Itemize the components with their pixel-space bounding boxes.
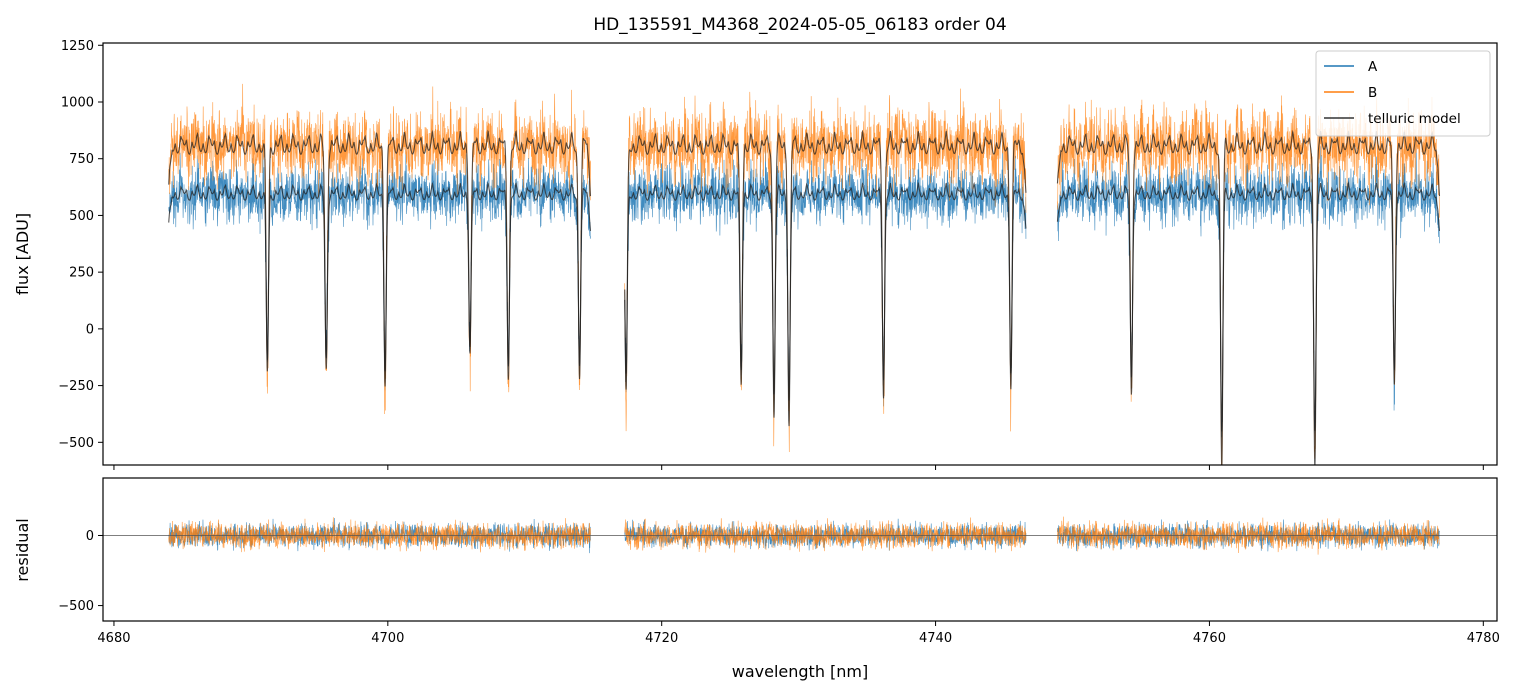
telluric-model-a-segment-1 bbox=[624, 181, 1027, 401]
residual-a-segment-2 bbox=[1057, 519, 1440, 552]
flux-ytick-label: −500 bbox=[58, 436, 94, 451]
residual-ytick-label: 0 bbox=[86, 529, 94, 544]
y-axis-label-residual: residual bbox=[13, 518, 32, 581]
x-tick-label: 4740 bbox=[919, 631, 952, 646]
x-axis-label: wavelength [nm] bbox=[732, 662, 869, 681]
legend-label-telluric: telluric model bbox=[1368, 111, 1461, 127]
series-b-segment-0 bbox=[168, 83, 591, 414]
telluric-model-b-segment-0 bbox=[168, 129, 592, 387]
flux-panel: −500 −250 0 250 500 750 1000 1250 flux [ADU] A … bbox=[13, 39, 1498, 470]
legend-label-a: A bbox=[1368, 59, 1378, 75]
residual-b-segment-2 bbox=[1057, 516, 1440, 555]
x-tick-label: 4700 bbox=[371, 631, 404, 646]
flux-ytick-label: 0 bbox=[86, 322, 94, 337]
x-tick-label: 4720 bbox=[645, 631, 678, 646]
flux-ytick-label: 250 bbox=[69, 266, 94, 281]
y-axis-label-flux: flux [ADU] bbox=[13, 213, 32, 295]
series-b-segment-2 bbox=[1057, 95, 1440, 465]
telluric-model-a-segment-0 bbox=[168, 181, 592, 372]
series-a-segment-1 bbox=[624, 144, 1027, 422]
flux-ytick-label: 500 bbox=[69, 209, 94, 224]
flux-ytick-label: 1000 bbox=[61, 95, 94, 110]
series-b-segment-1 bbox=[624, 88, 1027, 453]
legend-frame bbox=[1315, 50, 1491, 137]
x-tick-label: 4680 bbox=[97, 631, 130, 646]
flux-panel-frame bbox=[102, 42, 1498, 466]
series-a-segment-2 bbox=[1057, 144, 1440, 438]
flux-ytick-label: 750 bbox=[69, 152, 94, 167]
x-tick-label: 4760 bbox=[1193, 631, 1226, 646]
flux-ytick-label: −250 bbox=[58, 379, 94, 394]
residual-b-segment-1 bbox=[624, 517, 1027, 553]
flux-ytick-label: 1250 bbox=[61, 39, 94, 54]
telluric-model-a-segment-2 bbox=[1056, 181, 1441, 432]
legend: A B telluric model bbox=[1315, 50, 1491, 137]
x-tick-label: 4780 bbox=[1467, 631, 1500, 646]
series-a-segment-0 bbox=[168, 149, 591, 391]
residual-ytick-label: −500 bbox=[58, 599, 94, 614]
chart-title: HD_135591_M4368_2024-05-05_06183 order 0… bbox=[593, 15, 1006, 35]
legend-label-b: B bbox=[1368, 85, 1377, 101]
telluric-model-b-segment-1 bbox=[624, 129, 1027, 427]
residual-panel-frame bbox=[102, 477, 1498, 622]
